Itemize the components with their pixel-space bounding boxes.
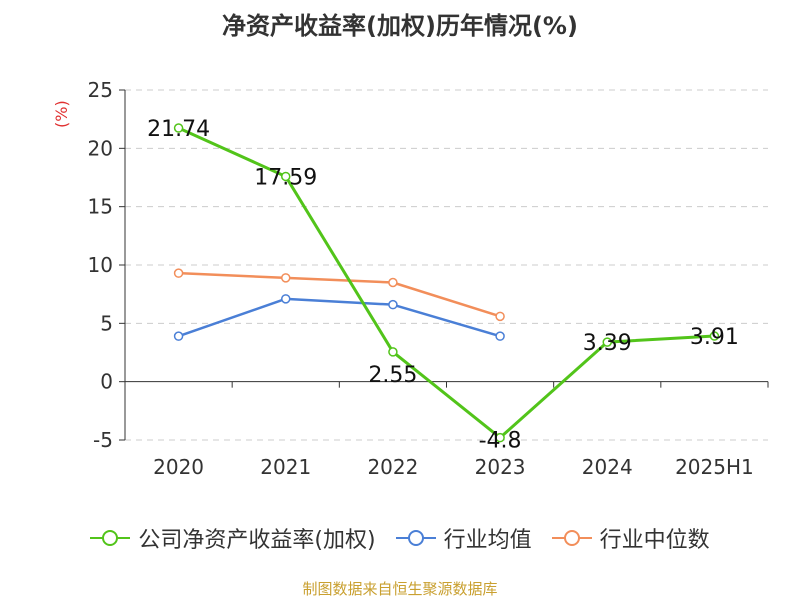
chart-title: 净资产收益率(加权)历年情况(%) — [222, 12, 578, 40]
data-point — [709, 331, 720, 341]
legend-item-company[interactable]: 公司净资产收益率(加权) — [90, 522, 376, 554]
data-label: 21.74 — [147, 117, 210, 142]
y-tick-label: 15 — [88, 195, 113, 219]
x-tick-label: 2021 — [260, 455, 311, 479]
data-point — [388, 347, 398, 357]
data-point — [602, 337, 612, 347]
data-label: 17.59 — [254, 165, 317, 190]
data-point — [281, 171, 291, 182]
legend-item-industry-median[interactable]: 行业中位数 — [551, 522, 710, 554]
x-tick-label: 2024 — [582, 455, 633, 479]
x-tick-label: 2020 — [153, 455, 204, 479]
y-tick-label: 10 — [88, 253, 113, 277]
legend-marker-company-icon — [90, 530, 131, 546]
legend-label-industry-avg: 行业均值 — [443, 528, 532, 553]
data-point — [173, 331, 184, 341]
x-tick-label: 2023 — [475, 455, 526, 479]
data-label: 2.55 — [368, 363, 417, 388]
y-tick-label: 25 — [88, 78, 113, 102]
legend-item-industry-avg[interactable]: 行业均值 — [395, 522, 532, 554]
data-point — [281, 294, 291, 304]
y-tick-label: 5 — [100, 311, 113, 335]
data-point — [281, 273, 291, 283]
y-tick-label: -5 — [93, 428, 113, 452]
data-point — [495, 432, 505, 443]
data-label: 3.39 — [583, 331, 632, 356]
data-label: 3.91 — [690, 325, 739, 350]
data-point — [495, 331, 505, 341]
series-line-company — [177, 126, 715, 440]
legend-label-industry-median: 行业中位数 — [599, 528, 710, 553]
chart-legend: 公司净资产收益率(加权) 行业均值 行业中位数 — [0, 518, 800, 558]
data-point — [388, 299, 398, 310]
legend-marker-industry-median-icon — [551, 530, 592, 546]
x-tick-label: 2025H1 — [675, 455, 754, 479]
legend-label-company: 公司净资产收益率(加权) — [138, 528, 376, 553]
data-source-note: 制图数据来自恒生聚源数据库 — [302, 580, 498, 598]
legend-marker-industry-avg-icon — [395, 530, 436, 546]
series-line-industry-median — [178, 271, 501, 318]
x-tick-label: 2022 — [367, 455, 418, 479]
data-label: -4.8 — [479, 429, 522, 454]
data-point — [173, 268, 184, 278]
y-tick-label: 0 — [100, 370, 113, 394]
y-tick-label: 20 — [88, 136, 113, 160]
data-point — [495, 311, 505, 322]
data-point — [388, 277, 398, 288]
data-point — [173, 123, 184, 133]
series-line-industry-avg — [178, 297, 501, 338]
